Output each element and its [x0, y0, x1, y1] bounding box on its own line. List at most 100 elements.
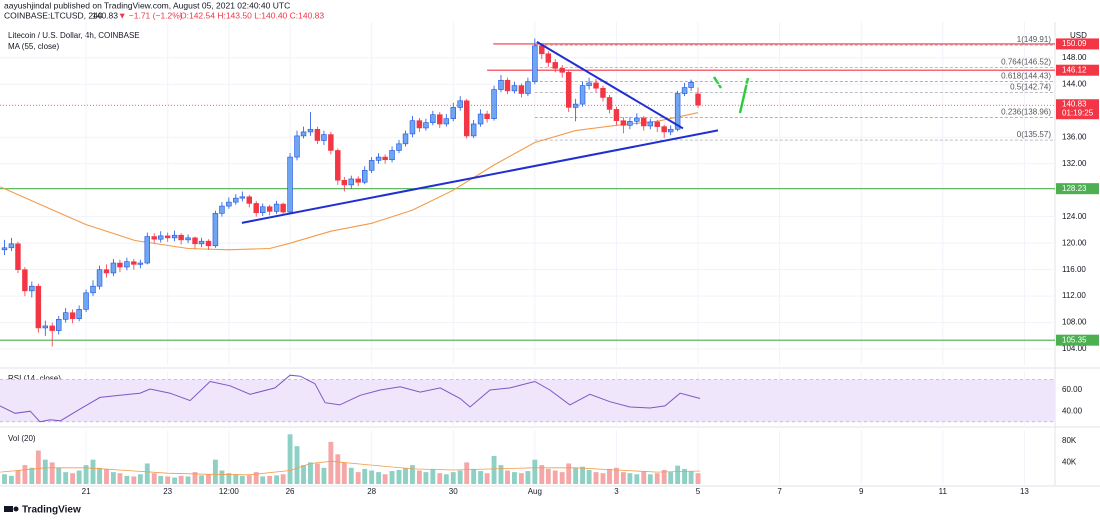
candle-body [219, 205, 225, 214]
volume-bar [212, 459, 218, 484]
level-tag-label: 146.12 [1062, 65, 1087, 74]
x-tick-label: 5 [696, 487, 701, 496]
trendline [536, 41, 684, 130]
x-tick-label: 3 [614, 487, 619, 496]
logo [4, 506, 19, 512]
candle-body [539, 45, 545, 55]
volume-bar [328, 441, 334, 484]
y-tick-label: 120.00 [1062, 238, 1087, 247]
fib-label: 1(149.91) [1017, 35, 1052, 44]
ohlc: O:142.54 H:143.50 L:140.40 C:140.83 [180, 10, 324, 20]
footer: TradingView [22, 505, 81, 516]
volume-bar [443, 474, 449, 484]
candle-body [484, 113, 490, 119]
volume-bar [410, 465, 415, 484]
y-tick-label: 104.00 [1062, 344, 1087, 353]
volume-bar [199, 475, 204, 484]
candle-body [477, 113, 484, 125]
candle-body [416, 120, 423, 129]
volume-bar [104, 468, 109, 484]
volume-bar [695, 473, 701, 484]
candle-body [171, 234, 178, 239]
volume-bar [56, 467, 62, 484]
volume-bar [287, 434, 293, 484]
fib-label: 0.618(144.43) [1001, 72, 1051, 81]
candle-body [525, 81, 531, 94]
y-tick-label: 124.00 [1062, 212, 1087, 221]
trendline [241, 129, 719, 224]
candle-body [131, 261, 137, 265]
fib-label: 0.236(138.96) [1001, 108, 1051, 117]
level-tag-label: 128.23 [1062, 184, 1087, 193]
candle-body [151, 236, 157, 240]
candle-body [233, 197, 239, 203]
volume-bar [274, 475, 280, 484]
volume-bar [280, 474, 286, 484]
candle-body [443, 118, 450, 125]
volume-bar [627, 473, 633, 484]
volume-bar [614, 467, 619, 484]
volume-bar [90, 459, 96, 484]
y-tick-label: 144.00 [1062, 79, 1087, 88]
volume-bar [144, 463, 150, 484]
candle-body [491, 89, 497, 119]
volume-bar [178, 475, 184, 484]
fib-label: 0(135.57) [1017, 130, 1052, 139]
y-tick-label: 148.00 [1062, 53, 1087, 62]
volume-bar [226, 473, 232, 484]
candle-body [8, 243, 15, 249]
volume-bar [206, 474, 211, 484]
level-tag-label: 105.35 [1062, 335, 1087, 344]
x-tick-label: 30 [449, 487, 458, 496]
volume-bar [376, 472, 382, 484]
volume-bar [668, 472, 674, 484]
candle-body [294, 135, 300, 158]
candle-body [266, 206, 273, 212]
volume-bar [70, 473, 76, 484]
candle-body [198, 240, 205, 245]
volume-bar [457, 470, 463, 484]
volume-bar [49, 462, 55, 484]
level-tag-label: 150.09 [1062, 39, 1087, 48]
volume-bar [430, 468, 436, 484]
candle-body [667, 128, 674, 133]
volume-bar [233, 474, 239, 484]
candle-body [144, 236, 151, 264]
candle-body [457, 100, 463, 108]
volume-bar [539, 465, 545, 484]
volume-bar [437, 473, 443, 484]
volume-bar [484, 473, 490, 484]
volume-bar [396, 469, 402, 484]
candle-body [1, 247, 8, 251]
volume-bar [654, 473, 660, 484]
candle-body [280, 203, 286, 213]
volume-bar [165, 476, 171, 484]
x-tick-label: 12:00 [219, 487, 240, 496]
candle-body [627, 121, 633, 126]
volume-bar [525, 471, 531, 484]
candle-body [681, 87, 688, 94]
candle-body [593, 82, 599, 89]
volume-bar [355, 472, 361, 484]
candle-body [620, 120, 627, 126]
level-tag [1056, 64, 1099, 76]
volume-bar [158, 475, 164, 484]
candle-body [124, 261, 130, 268]
volume-bar [97, 467, 102, 484]
volume-bar [389, 471, 395, 484]
volume-bar [682, 468, 687, 484]
y-tick-label: 136.00 [1062, 132, 1087, 141]
y-tick-label: 112.00 [1062, 291, 1086, 300]
candle-body [572, 103, 579, 108]
x-tick-label: 28 [367, 487, 376, 496]
volume-bar [253, 472, 259, 484]
x-tick-label: 7 [777, 487, 782, 496]
y-tick-label: 108.00 [1062, 318, 1087, 327]
candle-body [307, 128, 314, 133]
volume-bar [505, 470, 510, 484]
candle-body [600, 87, 606, 98]
candle-body [212, 213, 219, 247]
volume-bar [172, 477, 178, 484]
candle-body [532, 45, 538, 82]
